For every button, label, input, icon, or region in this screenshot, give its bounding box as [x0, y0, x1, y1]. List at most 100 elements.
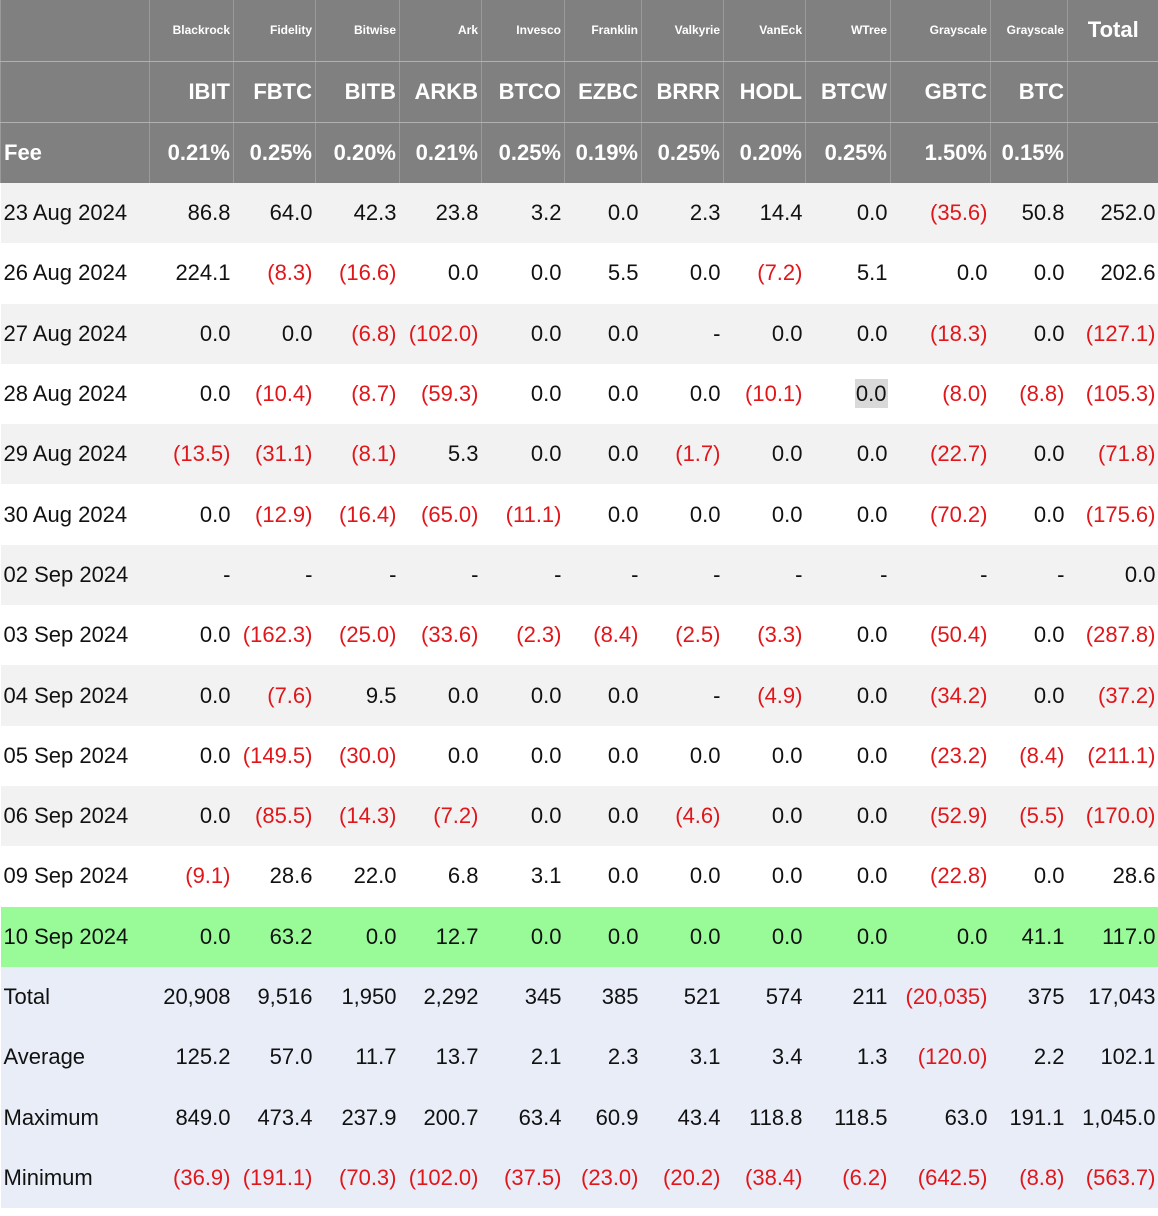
flow-cell: (50.4) [890, 605, 991, 666]
flow-cell: 0.0 [564, 424, 642, 485]
flow-cell: (34.2) [890, 665, 991, 726]
flow-cell: (10.4) [233, 363, 316, 425]
flow-value: (35.6) [930, 200, 988, 226]
flow-cell: (14.3) [315, 785, 400, 847]
flow-cell: 0.0 [149, 665, 234, 726]
stat-cell: (642.5) [890, 1147, 991, 1209]
flow-cell: (7.6) [233, 665, 316, 726]
flow-value: (6.8) [351, 320, 397, 346]
flow-value: (7.6) [267, 682, 313, 708]
row-total: (211.1) [1067, 725, 1158, 786]
flow-cell: 0.0 [805, 183, 891, 244]
row-total: (37.2) [1067, 665, 1158, 726]
flow-value: 0.0 [856, 501, 888, 527]
stat-cell: 521 [641, 966, 724, 1028]
row-total: (287.8) [1067, 605, 1158, 666]
flow-cell: 0.0 [564, 303, 642, 364]
flow-cell: 0.0 [990, 303, 1068, 364]
fee-value: 0.15% [990, 122, 1068, 183]
flow-value: 0.0 [1033, 501, 1065, 527]
flow-cell: 0.0 [481, 665, 565, 726]
flow-value: (8.4) [1019, 742, 1065, 768]
stat-cell: 574 [723, 966, 806, 1028]
flow-value: 2.3 [689, 200, 721, 226]
flow-value: 0.0 [447, 742, 479, 768]
flow-cell: (8.3) [233, 243, 316, 304]
stat-cell: 211 [805, 966, 891, 1028]
flow-value: (50.4) [930, 622, 988, 648]
flow-value: (31.1) [255, 441, 313, 467]
flow-cell: (59.3) [399, 363, 482, 425]
flow-value: 0.0 [856, 742, 888, 768]
flow-cell: - [315, 544, 400, 606]
flow-value: 0.0 [607, 200, 639, 226]
stat-cell: (20.2) [641, 1147, 724, 1209]
flow-cell: 0.0 [641, 846, 724, 907]
stat-cell: (8.8) [990, 1147, 1068, 1209]
ticker-header: BITB [315, 61, 400, 123]
flow-value: 224.1 [175, 260, 231, 286]
stat-cell: 118.8 [723, 1087, 806, 1148]
flow-cell: 5.1 [805, 243, 891, 304]
stat-cell: 1.3 [805, 1027, 891, 1088]
flow-cell: 0.0 [805, 785, 891, 847]
stat-cell: 2.1 [481, 1027, 565, 1088]
flow-value: (2.3) [516, 622, 562, 648]
flow-cell: (8.7) [315, 363, 400, 425]
flow-cell: 0.0 [399, 665, 482, 726]
flow-cell: 0.0 [399, 243, 482, 304]
flow-value: - [713, 682, 721, 708]
date-cell: 04 Sep 2024 [0, 665, 150, 726]
flow-cell: 0.0 [805, 846, 891, 907]
flow-cell: - [233, 544, 316, 606]
flow-cell: 0.0 [805, 303, 891, 364]
flow-value: 0.0 [530, 803, 562, 829]
ticker-header: IBIT [149, 61, 234, 123]
provider-header-row: Blackrock Fidelity Bitwise Ark Invesco Frankl… [0, 0, 1158, 62]
flow-cell: 0.0 [723, 725, 806, 786]
date-cell: 29 Aug 2024 [0, 424, 150, 485]
flow-value: 0.0 [771, 863, 803, 889]
flow-cell: 0.0 [990, 846, 1068, 907]
flow-cell: (52.9) [890, 785, 991, 847]
flow-value: (149.5) [242, 742, 313, 768]
stat-label: Minimum [0, 1147, 150, 1209]
total-header: Total [1067, 0, 1158, 62]
stat-row: Total 20,908 9,516 1,950 2,292 345 385 521 574 21… [0, 966, 1158, 1028]
flow-value: 0.0 [199, 682, 231, 708]
stat-cell: (37.5) [481, 1147, 565, 1209]
flow-cell: 0.0 [481, 424, 565, 485]
flow-value: 86.8 [187, 200, 231, 226]
flow-cell: 0.0 [723, 484, 806, 545]
stat-cell: 57.0 [233, 1027, 316, 1088]
provider-header: VanEck [723, 0, 806, 62]
flow-cell: - [990, 544, 1068, 606]
stat-label: Maximum [0, 1087, 150, 1148]
stat-row: Maximum 849.0 473.4 237.9 200.7 63.4 60.9 43.4 1… [0, 1087, 1158, 1148]
date-cell: 02 Sep 2024 [0, 544, 150, 606]
flow-value: 0.0 [771, 501, 803, 527]
ticker-header: BTC [990, 61, 1068, 123]
table-row: 29 Aug 2024 (13.5) (31.1) (8.1) 5.3 0.0 0.0 (1.… [0, 424, 1158, 485]
flow-value: 42.3 [353, 200, 397, 226]
flow-cell: 6.8 [399, 846, 482, 907]
flow-value: 0.0 [199, 742, 231, 768]
flow-cell: 0.0 [723, 424, 806, 485]
flow-cell: 2.3 [641, 183, 724, 244]
flow-cell: - [564, 544, 642, 606]
flow-value: 0.0 [530, 260, 562, 286]
flow-value: 0.0 [856, 441, 888, 467]
total-blank [1067, 61, 1158, 123]
flow-value: 0.0 [281, 320, 313, 346]
flow-value: 0.0 [771, 742, 803, 768]
date-cell: 05 Sep 2024 [0, 725, 150, 786]
stat-cell: 125.2 [149, 1027, 234, 1088]
flow-value: (70.2) [930, 501, 988, 527]
flow-cell: 0.0 [564, 183, 642, 244]
table-row: 04 Sep 2024 0.0 (7.6) 9.5 0.0 0.0 0.0 - (4.9) 0.0… [0, 665, 1158, 726]
ticker-header-row: IBIT FBTC BITB ARKB BTCO EZBC BRRR HODL BTCW GBTC… [0, 61, 1158, 123]
fee-value: 0.25% [233, 122, 316, 183]
flow-cell: (8.4) [990, 725, 1068, 786]
flow-cell: 0.0 [990, 243, 1068, 304]
flow-value: (59.3) [421, 381, 479, 407]
